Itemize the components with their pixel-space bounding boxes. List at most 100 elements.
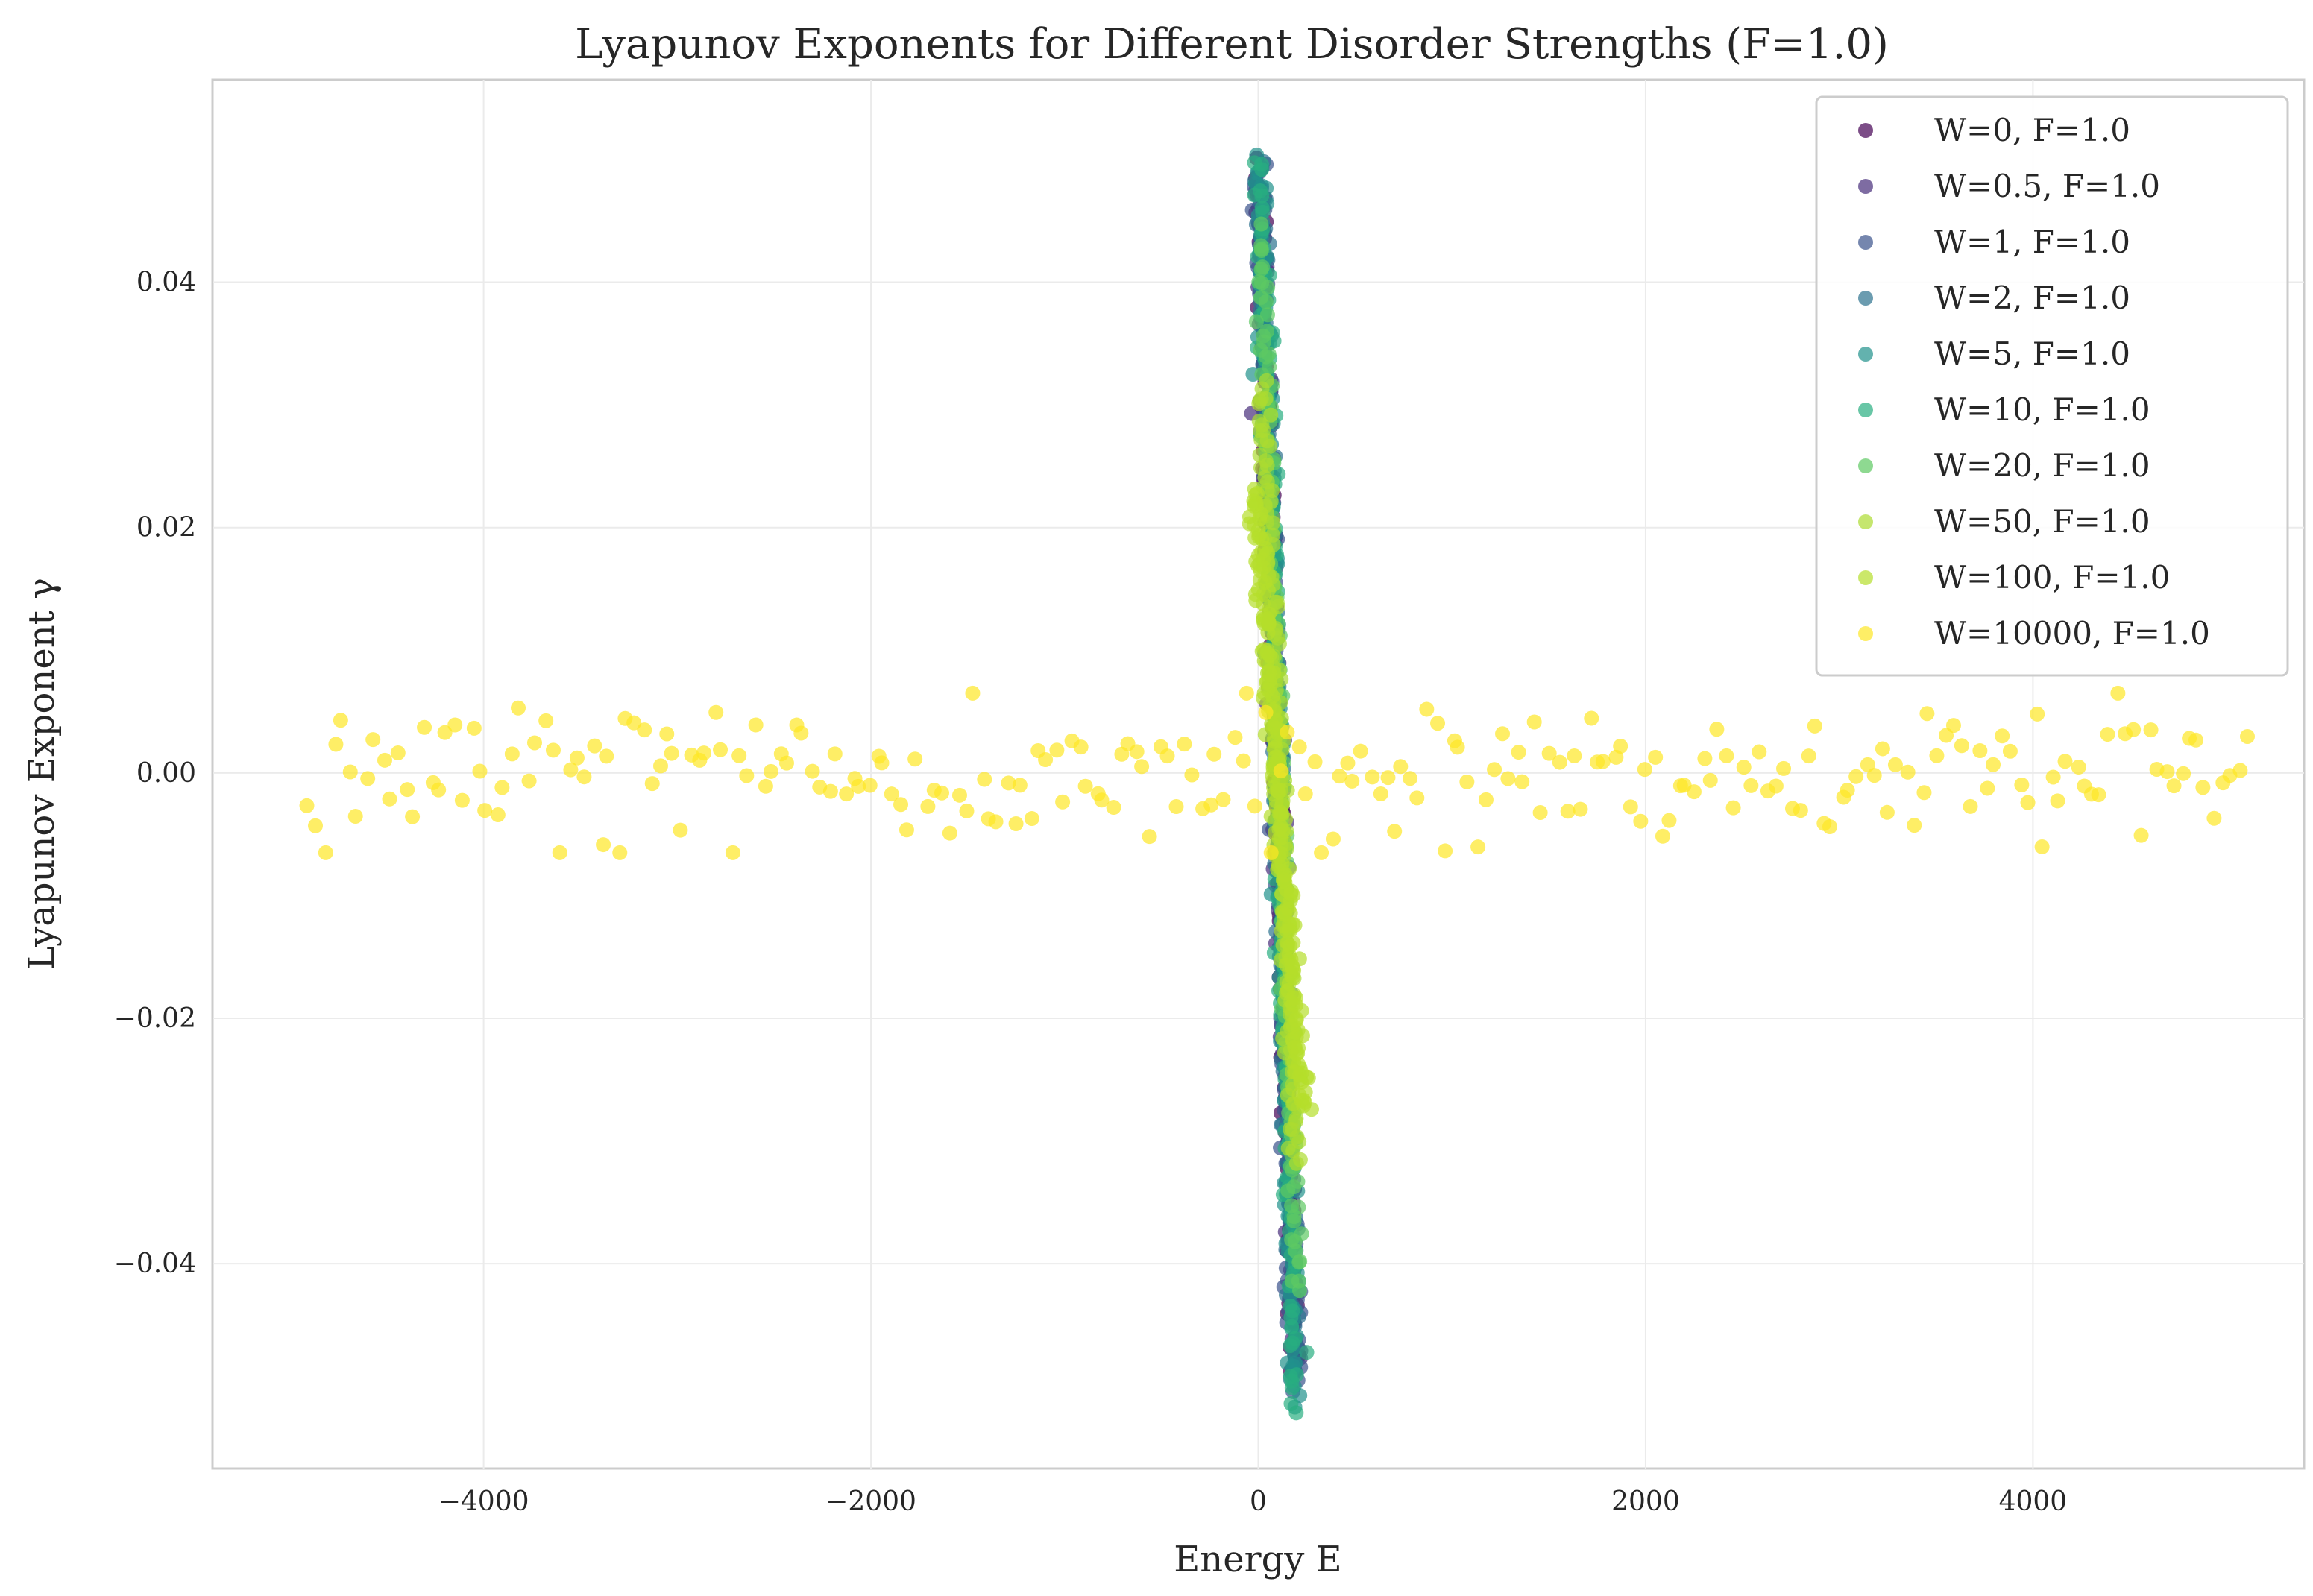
legend-label: W=50, F=1.0 xyxy=(1934,503,2150,540)
data-point xyxy=(659,726,675,742)
data-point xyxy=(1314,845,1329,860)
data-point xyxy=(1008,816,1024,831)
data-point xyxy=(1875,741,1890,757)
data-point xyxy=(1038,752,1054,768)
data-point xyxy=(758,778,773,794)
data-point xyxy=(1258,704,1274,720)
data-point xyxy=(988,814,1004,830)
data-point xyxy=(1986,757,2001,772)
data-point xyxy=(2091,787,2106,803)
ticks-layer: −4000 −2000 0 2000 4000 −0.04 −0.02 0.00 0.02 0.0… xyxy=(114,268,2068,1517)
data-point xyxy=(1807,718,1822,734)
data-point xyxy=(545,742,561,758)
data-point xyxy=(596,837,611,853)
data-point xyxy=(839,786,855,802)
data-point xyxy=(2071,759,2086,775)
data-point xyxy=(1776,760,1792,776)
data-point xyxy=(1848,769,1864,784)
data-point xyxy=(1285,965,1301,981)
data-point xyxy=(1227,730,1243,745)
data-point xyxy=(2133,827,2149,843)
data-point xyxy=(1247,481,1262,496)
data-point xyxy=(1258,540,1274,556)
data-point xyxy=(1916,785,1932,801)
data-point xyxy=(977,772,992,787)
data-point xyxy=(1532,805,1548,821)
data-point xyxy=(1409,790,1425,806)
data-point xyxy=(725,845,740,860)
data-point xyxy=(1725,800,1741,816)
data-point xyxy=(1403,771,1418,786)
legend-marker xyxy=(1858,514,1873,529)
data-point xyxy=(748,717,764,733)
data-point xyxy=(1541,745,1557,761)
y-axis-label: Lyapunov Exponent γ xyxy=(21,578,63,970)
data-point xyxy=(1253,216,1269,232)
x-tick-label: 4000 xyxy=(1999,1486,2068,1517)
data-point xyxy=(417,719,432,735)
data-point xyxy=(1257,470,1273,485)
data-point xyxy=(1168,799,1184,815)
data-point xyxy=(1291,1255,1307,1270)
data-point xyxy=(1929,748,1945,763)
data-point xyxy=(673,822,688,838)
data-point xyxy=(2030,706,2045,722)
data-point xyxy=(1511,745,1526,760)
data-point xyxy=(696,745,712,761)
data-point xyxy=(1286,1214,1302,1229)
data-point xyxy=(1184,767,1200,783)
data-point xyxy=(1801,748,1816,764)
data-point xyxy=(1879,804,1895,820)
data-point xyxy=(599,748,614,764)
data-point xyxy=(1260,625,1276,640)
legend-label: W=20, F=1.0 xyxy=(1934,447,2150,484)
data-point xyxy=(1142,829,1157,845)
data-point xyxy=(1291,739,1307,755)
data-point xyxy=(739,768,755,783)
data-point xyxy=(626,715,642,731)
data-point xyxy=(2126,722,2142,737)
data-point xyxy=(2176,766,2191,781)
data-point xyxy=(893,797,909,813)
data-point xyxy=(1623,799,1638,815)
data-point xyxy=(1353,743,1368,759)
data-point xyxy=(2050,793,2065,809)
data-point xyxy=(1709,722,1725,737)
data-point xyxy=(1292,1283,1308,1299)
data-point xyxy=(2014,777,2030,792)
data-point xyxy=(1247,798,1262,814)
data-point xyxy=(494,780,510,795)
y-tick-label: −0.04 xyxy=(114,1249,196,1279)
data-point xyxy=(1284,1380,1300,1395)
data-point xyxy=(1526,714,1542,730)
data-point xyxy=(1613,739,1628,754)
legend-marker xyxy=(1858,179,1873,194)
points-layer xyxy=(299,147,2255,1421)
data-point xyxy=(1633,813,1649,829)
data-point xyxy=(1256,328,1271,344)
data-point xyxy=(1094,792,1110,808)
data-point xyxy=(1332,769,1347,784)
data-point xyxy=(1291,1040,1306,1056)
data-point xyxy=(1573,801,1588,817)
data-point xyxy=(1373,786,1388,801)
data-point xyxy=(907,751,923,767)
data-point xyxy=(1459,774,1475,789)
data-point xyxy=(827,746,843,762)
data-point xyxy=(1365,769,1380,785)
data-point xyxy=(1206,746,1222,762)
data-point xyxy=(942,825,957,841)
data-point xyxy=(1340,755,1356,771)
data-point xyxy=(1273,763,1288,779)
data-point xyxy=(1283,922,1298,938)
data-point xyxy=(1288,1367,1304,1383)
data-point xyxy=(1487,762,1502,778)
data-point xyxy=(1495,726,1511,742)
data-point xyxy=(1247,530,1263,546)
legend-label: W=10000, F=1.0 xyxy=(1934,615,2210,652)
data-point xyxy=(2232,763,2248,778)
legend-label: W=1, F=1.0 xyxy=(1934,224,2130,260)
data-point xyxy=(708,704,724,720)
data-point xyxy=(637,722,652,738)
series-8 xyxy=(1242,481,1319,1117)
